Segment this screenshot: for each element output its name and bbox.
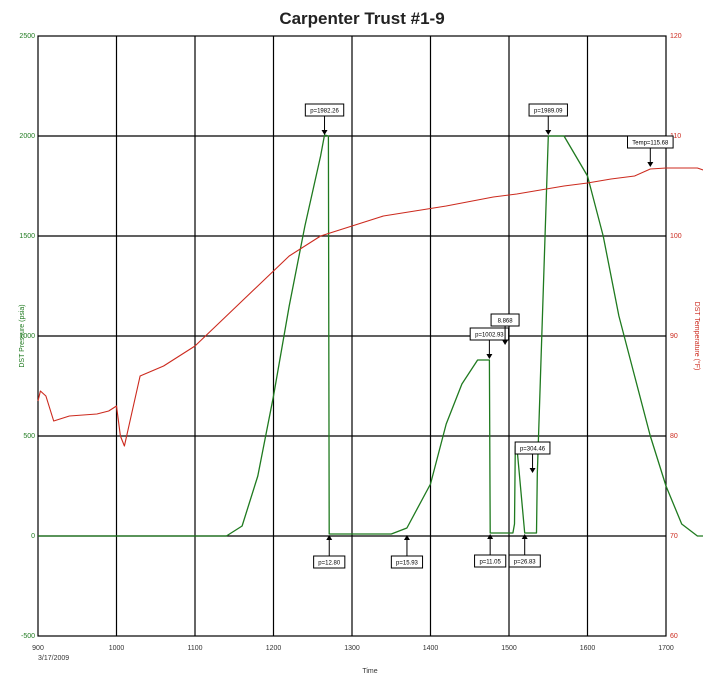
- annotation-arrowhead: [521, 534, 528, 539]
- x-tick-label: 1400: [423, 645, 439, 652]
- y-right-tick-label: 100: [670, 233, 682, 240]
- annotation-arrowhead: [545, 130, 552, 135]
- y-right-axis-label: DST Temperature (°F): [693, 302, 701, 371]
- annotation: p=26.83: [508, 534, 541, 568]
- y-right-tick-label: 110: [670, 133, 681, 140]
- annotation: p=15.93: [390, 535, 424, 569]
- y-right-tick-label: 80: [670, 433, 678, 440]
- y-left-tick-label: 1500: [19, 233, 35, 240]
- y-left-tick-label: 2500: [19, 33, 35, 40]
- chart-title: Carpenter Trust #1-9: [279, 9, 444, 28]
- annotation-arrowhead: [403, 535, 410, 540]
- annotation-label: p=1002.93: [475, 333, 504, 339]
- annotation-arrowhead: [487, 534, 494, 539]
- annotation-label: p=12.80: [318, 561, 341, 567]
- y-left-tick-label: 1000: [19, 333, 35, 340]
- x-axis-label: Time: [362, 668, 377, 675]
- series-group: [37, 134, 703, 537]
- annotation-box: [490, 313, 520, 327]
- annotation-box: [627, 135, 674, 149]
- y-left-ticks: 2500 2000 1500 1000 500 0 -500: [19, 33, 35, 640]
- annotation-box: [469, 327, 510, 341]
- annotation: 8.868: [490, 313, 520, 345]
- y-left-tick-label: 500: [23, 433, 35, 440]
- annotation-label: p=1989.09: [534, 109, 563, 115]
- y-left-axis-label: DST Pressure (psia): [19, 304, 26, 367]
- x-tick-label: 1600: [580, 645, 596, 652]
- annotation-label: p=1982.26: [310, 109, 339, 115]
- x-tick-label: 1700: [658, 645, 674, 652]
- y-right-ticks: 120 110 100 90 80 70 60: [670, 33, 682, 640]
- annotation-label: 8.868: [498, 319, 514, 325]
- annotation-box: [313, 555, 346, 569]
- x-tick-label: 1500: [501, 645, 517, 652]
- annotation-label: p=26.83: [514, 560, 537, 566]
- x-tick-label: 1200: [266, 645, 282, 652]
- y-right-tick-label: 90: [670, 333, 678, 340]
- annotation-box: [474, 554, 507, 568]
- annotation-box: [508, 554, 541, 568]
- temperature-series-line: [37, 167, 703, 447]
- x-tick-label: 1000: [109, 645, 125, 652]
- y-right-tick-label: 60: [670, 633, 678, 640]
- annotation-label: p=15.93: [396, 561, 419, 567]
- annotation-arrowhead: [326, 535, 333, 540]
- annotation-box: [528, 103, 568, 117]
- annotation: p=1002.93: [469, 327, 510, 359]
- x-tick-label: 1300: [344, 645, 360, 652]
- x-ticks: 900 1000 1100 1200 1300 1400 1500 1600 1700: [32, 645, 674, 652]
- annotation: Temp=115.68: [627, 135, 674, 167]
- annotation: p=11.05: [474, 534, 507, 568]
- annotation-box: [390, 555, 424, 569]
- y-left-tick-label: 2000: [19, 133, 35, 140]
- pressure-series-line: [38, 134, 703, 537]
- annotation-arrowhead: [486, 354, 493, 359]
- x-date-label: 3/17/2009: [38, 655, 69, 662]
- x-tick-label: 900: [32, 645, 44, 652]
- y-left-tick-label: 0: [31, 533, 35, 540]
- grid: [37, 35, 667, 637]
- y-right-tick-label: 70: [670, 533, 678, 540]
- annotation: p=1989.09: [528, 103, 568, 135]
- x-tick-label: 1100: [187, 645, 202, 652]
- annotation: p=304.46: [514, 441, 551, 473]
- annotation-arrowhead: [321, 130, 328, 135]
- annotation-box: [514, 441, 551, 455]
- annotation-arrowhead: [502, 340, 509, 345]
- annotation-arrowhead: [647, 162, 654, 167]
- annotation-box: [304, 103, 345, 117]
- annotations-group: p=1982.26 p=12.80 p=15.93 p=1002.93 p=11.05 p…: [304, 103, 674, 569]
- annotation-label: p=304.46: [520, 447, 546, 453]
- annotation: p=1982.26: [304, 103, 345, 135]
- annotation-label: Temp=115.68: [632, 141, 669, 147]
- annotation-arrowhead: [529, 468, 536, 473]
- y-left-tick-label: -500: [21, 633, 35, 640]
- y-right-tick-label: 120: [670, 33, 682, 40]
- annotation: p=12.80: [313, 535, 346, 569]
- annotation-label: p=11.05: [479, 560, 501, 566]
